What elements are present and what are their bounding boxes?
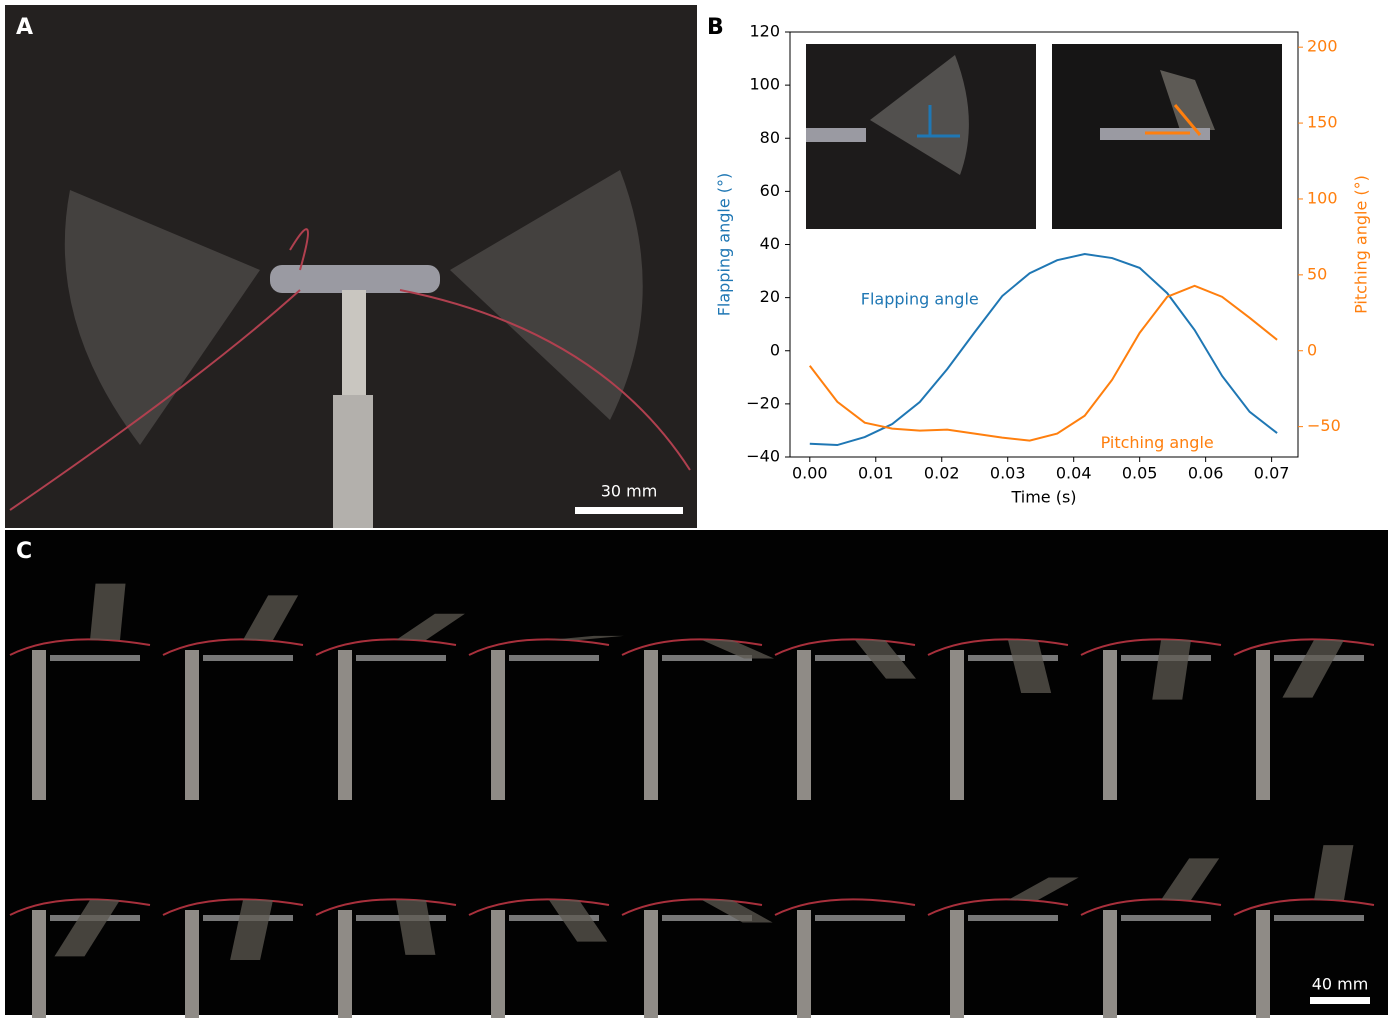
series-label: Pitching angle <box>1101 433 1214 452</box>
series-label: Flapping angle <box>861 290 979 309</box>
y-tick-label: 60 <box>760 181 780 200</box>
frame-stand <box>491 910 505 1018</box>
scale-bar-label: 40 mm <box>1312 975 1369 994</box>
frame-stand <box>491 650 505 800</box>
x-axis-label: Time (s) <box>1010 488 1076 507</box>
frame-wing <box>90 584 126 640</box>
frame-arm <box>1274 915 1364 921</box>
y2-tick-label: 200 <box>1307 37 1338 56</box>
data-line <box>810 286 1277 441</box>
x-tick-label: 0.03 <box>990 464 1026 483</box>
frame-stand <box>797 650 811 800</box>
frame-stand <box>338 910 352 1018</box>
panel-label: B <box>707 15 724 40</box>
frame-stand <box>797 910 811 1018</box>
frame-arm <box>203 655 293 661</box>
y-tick-label: 40 <box>760 234 780 253</box>
scale-bar-label: 30 mm <box>601 482 658 501</box>
frame-stand <box>338 650 352 800</box>
x-tick-label: 0.00 <box>792 464 828 483</box>
frame-stand <box>32 650 46 800</box>
inset-photos <box>806 44 1282 229</box>
photo-a <box>5 5 697 528</box>
y2-tick-label: 100 <box>1307 188 1338 207</box>
frame-stand <box>185 910 199 1018</box>
frame-arm <box>968 915 1058 921</box>
frame-stand <box>185 650 199 800</box>
x-tick-label: 0.06 <box>1188 464 1224 483</box>
y2-axis-label: Pitching angle (°) <box>1352 175 1371 314</box>
y-tick-label: 0 <box>770 340 780 359</box>
y-tick-label: 20 <box>760 287 780 306</box>
frame-stand <box>1103 910 1117 1018</box>
frame-stand <box>1103 650 1117 800</box>
y-tick-label: 120 <box>749 22 780 41</box>
frame-stand <box>644 910 658 1018</box>
panel-label: A <box>16 15 33 40</box>
y2-tick-label: −50 <box>1307 416 1341 435</box>
y2-tick-label: 150 <box>1307 113 1338 132</box>
frame-arm <box>50 655 140 661</box>
x-tick-label: 0.01 <box>858 464 894 483</box>
panel-label: C <box>16 539 32 564</box>
y-axis-label: Flapping angle (°) <box>715 173 734 317</box>
frame-stand <box>950 650 964 800</box>
y-tick-label: 80 <box>760 128 780 147</box>
frame-arm <box>1121 915 1211 921</box>
frame-stand <box>32 910 46 1018</box>
x-tick-label: 0.07 <box>1254 464 1290 483</box>
frame-arm <box>356 655 446 661</box>
frame-stand <box>1256 650 1270 800</box>
frame-arm <box>815 915 905 921</box>
frame-stand <box>644 650 658 800</box>
y-tick-label: 100 <box>749 75 780 94</box>
y2-tick-label: 50 <box>1307 264 1327 283</box>
frame-arm <box>509 655 599 661</box>
x-tick-label: 0.02 <box>924 464 960 483</box>
y2-tick-label: 0 <box>1307 340 1317 359</box>
figure: A 30 mm B C 40 mm 0.00 0.01 0.02 0.03 0.04 0.… <box>0 0 1393 1018</box>
x-tick-label: 0.04 <box>1056 464 1092 483</box>
x-tick-label: 0.05 <box>1122 464 1158 483</box>
frame-stand <box>1256 910 1270 1018</box>
y-tick-label: −20 <box>746 393 780 412</box>
y-tick-label: −40 <box>746 447 780 466</box>
data-line <box>810 254 1277 445</box>
frame-stand <box>950 910 964 1018</box>
photo-c <box>5 530 1388 1018</box>
